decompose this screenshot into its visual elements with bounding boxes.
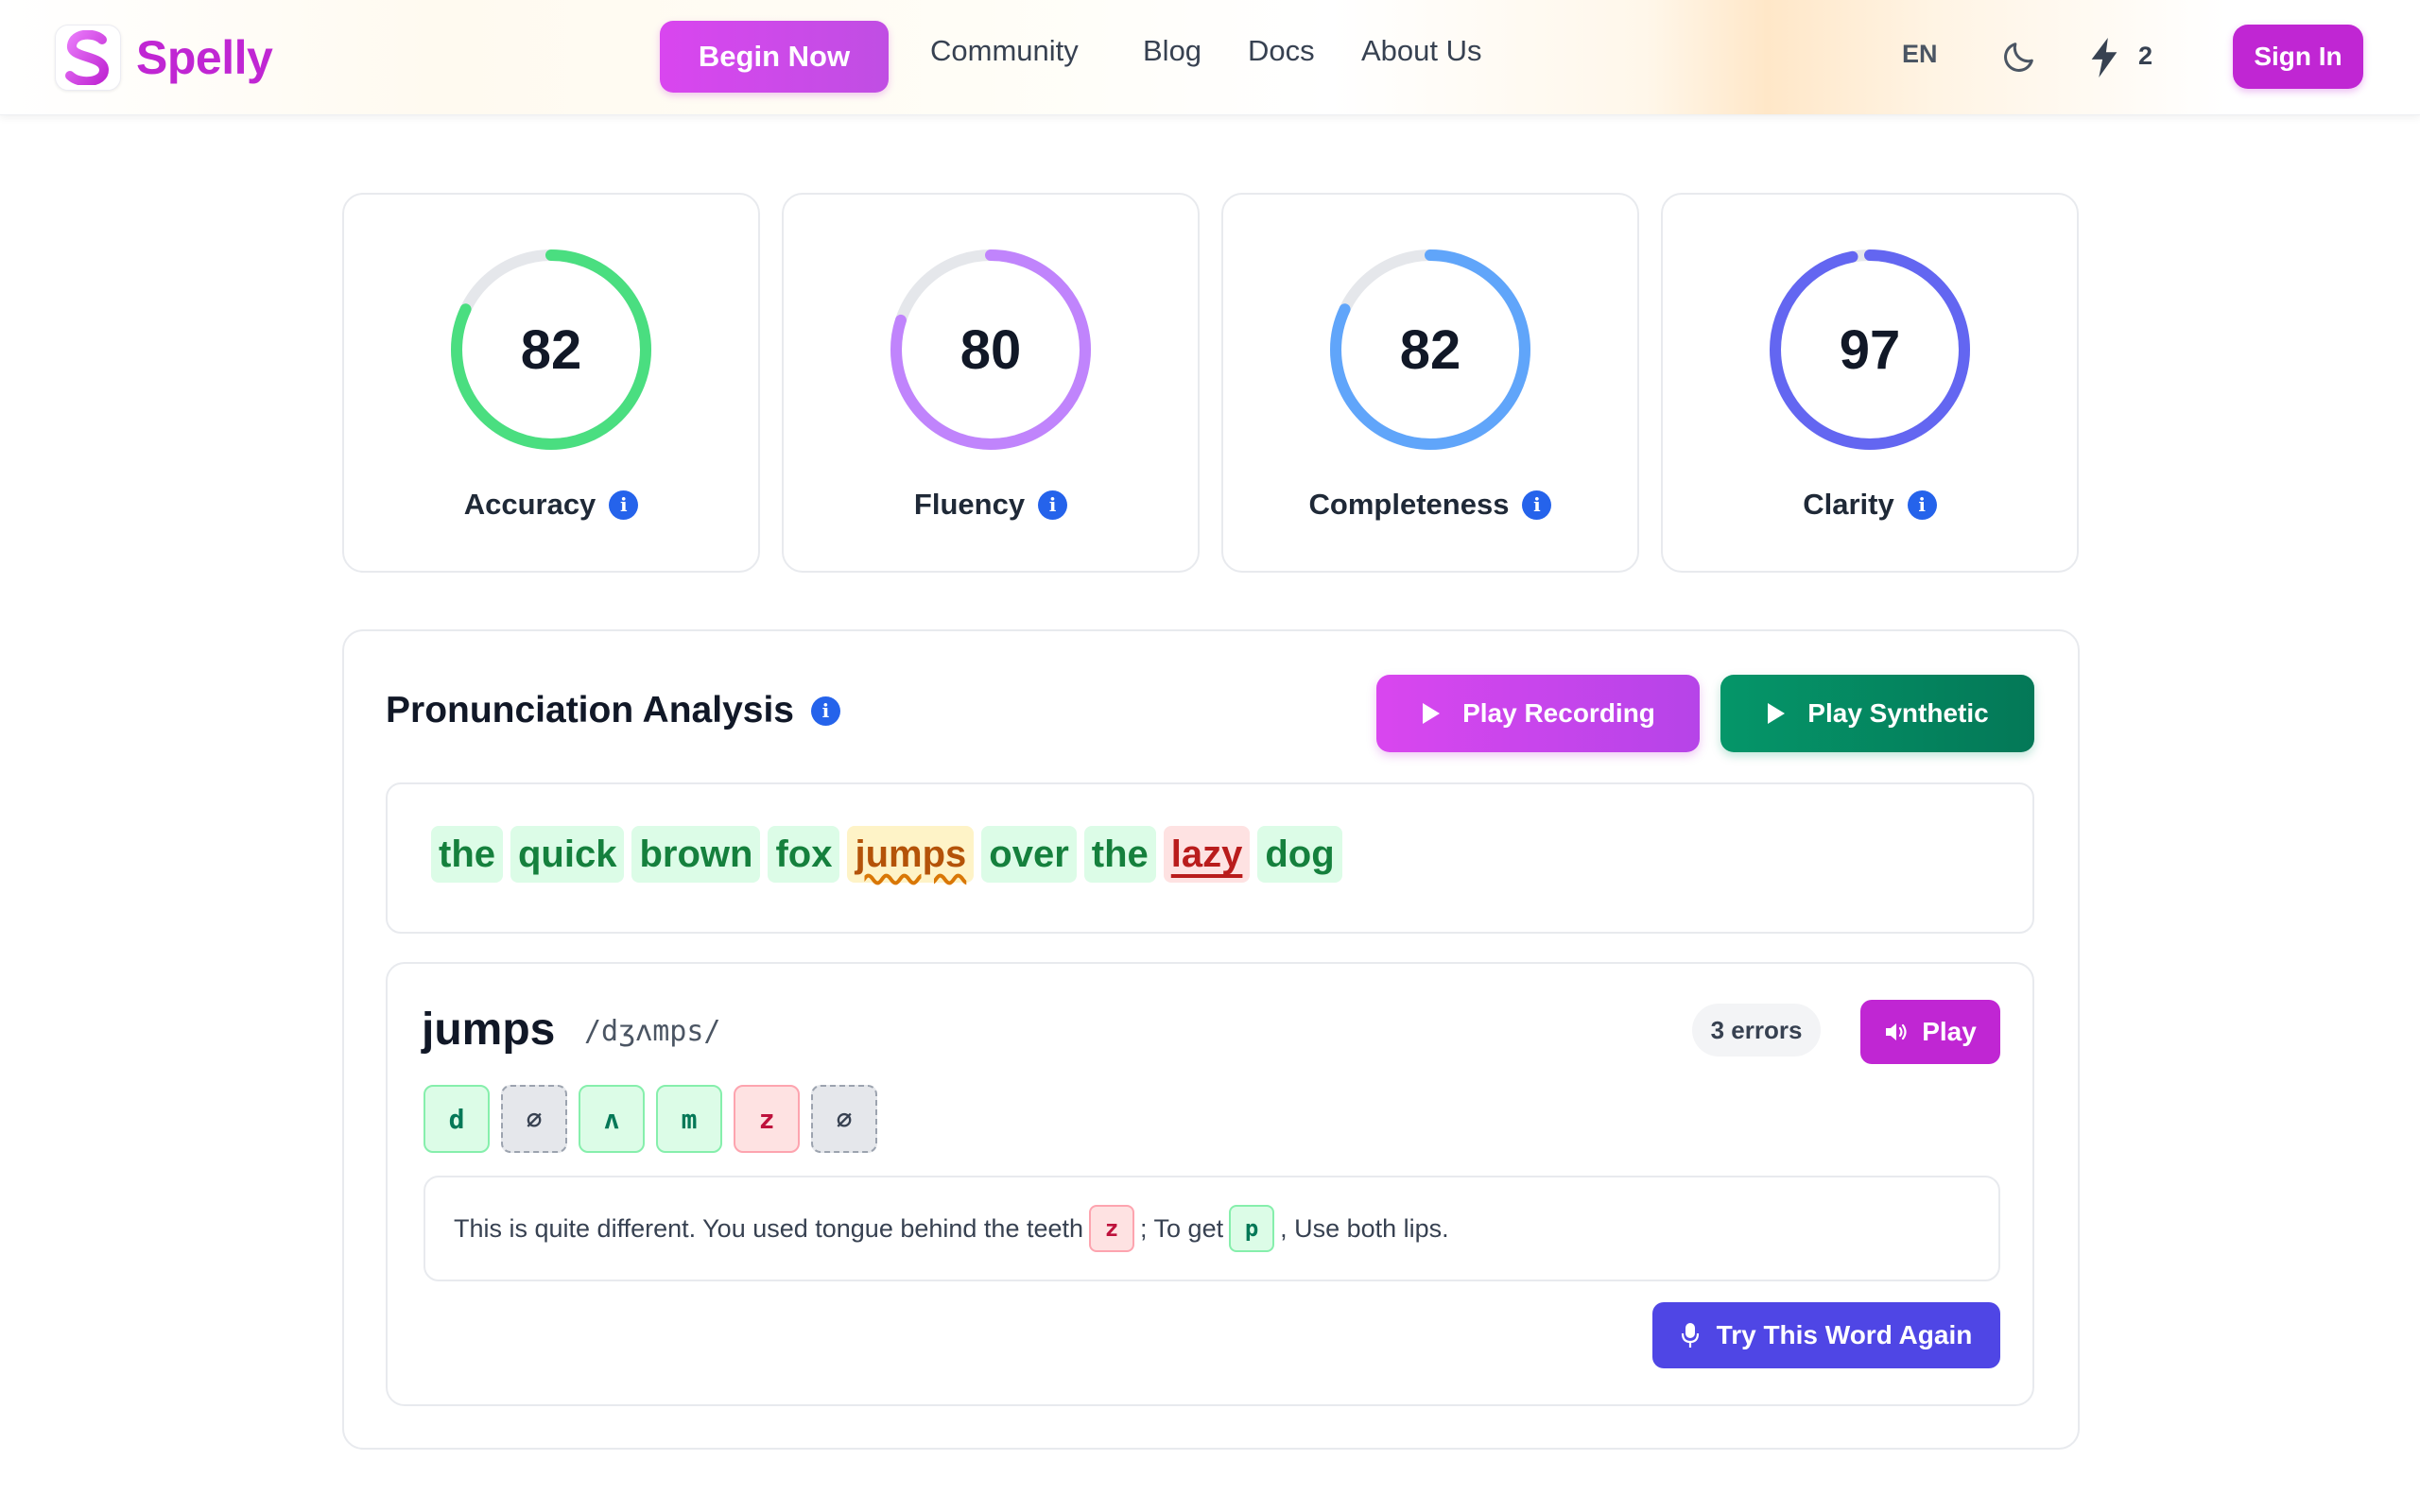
score-card-fluency: 80 Fluency i [782, 193, 1200, 573]
phoneme-chip: p [1229, 1205, 1275, 1252]
nav-link-blog[interactable]: Blog [1143, 34, 1202, 67]
moon-icon[interactable] [2000, 38, 2038, 76]
phoneme-tile[interactable]: ʌ [579, 1085, 645, 1153]
play-icon [1768, 703, 1786, 724]
score-value: 82 [520, 318, 582, 381]
score-card-clarity: 97 Clarity i [1661, 193, 2079, 573]
score-ring: 97 [1766, 246, 1974, 454]
sentence-word[interactable]: brown [631, 826, 761, 883]
sentence-word[interactable]: dog [1257, 826, 1342, 883]
speaker-icon [1886, 1023, 1907, 1040]
score-ring: 82 [1326, 246, 1534, 454]
phoneme-list: d ∅ ʌ m z ∅ [424, 1085, 877, 1153]
play-icon [1423, 703, 1441, 724]
brand-name: Spelly [136, 31, 273, 84]
nav-link-community[interactable]: Community [930, 34, 1079, 67]
sign-in-button[interactable]: Sign In [2233, 25, 2363, 89]
ring-progress [890, 249, 1091, 450]
feedback-text: This is quite different. You used tongue… [454, 1213, 1084, 1243]
phoneme-chip: z [1089, 1205, 1135, 1252]
ring-progress [1770, 249, 1970, 450]
nav-link-docs[interactable]: Docs [1248, 34, 1315, 67]
feedback-text: ; To get [1140, 1213, 1224, 1243]
nav-link-about-us[interactable]: About Us [1361, 34, 1482, 67]
panel-title: Pronunciation Analysis [386, 690, 794, 730]
play-word-button[interactable]: Play [1860, 1000, 2000, 1064]
word-ipa: /dʒʌmps/ [584, 1015, 721, 1048]
score-card-accuracy: 82 Accuracy i [342, 193, 760, 573]
sentence-word[interactable]: quick [510, 826, 625, 883]
play-synthetic-button[interactable]: Play Synthetic [1720, 675, 2034, 752]
sentence-word[interactable]: fox [768, 826, 840, 883]
score-label: Clarity [1803, 488, 1894, 521]
sentence-word[interactable]: lazy [1163, 826, 1251, 883]
score-value: 97 [1839, 318, 1901, 381]
sentence-word[interactable]: the [1083, 826, 1156, 883]
sentence-word[interactable]: over [981, 826, 1077, 883]
score-value: 82 [1399, 318, 1461, 381]
error-count-badge: 3 errors [1692, 1004, 1821, 1057]
info-icon[interactable]: i [609, 490, 639, 520]
logo-icon [55, 25, 121, 91]
word-list: the quick brown fox jumps over the lazy dog [431, 826, 1342, 883]
score-card-completeness: 82 Completeness i [1221, 193, 1639, 573]
energy-count: 2 [2138, 42, 2153, 70]
feedback-box: This is quite different. You used tongue… [424, 1176, 2000, 1281]
microphone-icon [1681, 1323, 1699, 1348]
selected-word: jumps [422, 1005, 556, 1055]
top-nav-bar: Spelly Begin Now Community Blog Docs Abo… [0, 0, 2420, 115]
sentence-box: the quick brown fox jumps over the lazy dog [386, 782, 2034, 934]
begin-now-button[interactable]: Begin Now [660, 21, 889, 93]
phoneme-tile[interactable]: ∅ [501, 1085, 567, 1153]
ring-progress [451, 249, 651, 450]
info-icon[interactable]: i [1522, 490, 1552, 520]
score-ring: 82 [447, 246, 655, 454]
score-label: Accuracy [463, 488, 596, 521]
score-label: Completeness [1308, 488, 1510, 521]
phoneme-tile[interactable]: d [424, 1085, 490, 1153]
pronunciation-analysis-panel: Pronunciation Analysis i Play Recording … [342, 629, 2080, 1450]
brand-logo[interactable]: Spelly [55, 25, 273, 91]
phoneme-tile[interactable]: z [734, 1085, 800, 1153]
language-selector[interactable]: EN [1902, 40, 1938, 68]
ring-progress [1330, 249, 1530, 450]
score-ring: 80 [887, 246, 1095, 454]
info-icon[interactable]: i [810, 696, 840, 726]
play-recording-button[interactable]: Play Recording [1376, 675, 1700, 752]
phoneme-tile[interactable]: m [656, 1085, 722, 1153]
info-icon[interactable]: i [1907, 490, 1937, 520]
try-word-again-button[interactable]: Try This Word Again [1652, 1302, 2000, 1368]
score-value: 80 [959, 318, 1022, 381]
score-label: Fluency [913, 488, 1026, 521]
sentence-word[interactable]: the [431, 826, 503, 883]
feedback-text: , Use both lips. [1280, 1213, 1449, 1243]
bolt-icon [2089, 38, 2119, 77]
sentence-word[interactable]: jumps [847, 826, 975, 883]
phoneme-tile[interactable]: ∅ [811, 1085, 877, 1153]
info-icon[interactable]: i [1038, 490, 1068, 520]
word-detail-card: jumps /dʒʌmps/ 3 errors Play d ∅ ʌ m z ∅ This… [386, 962, 2034, 1406]
